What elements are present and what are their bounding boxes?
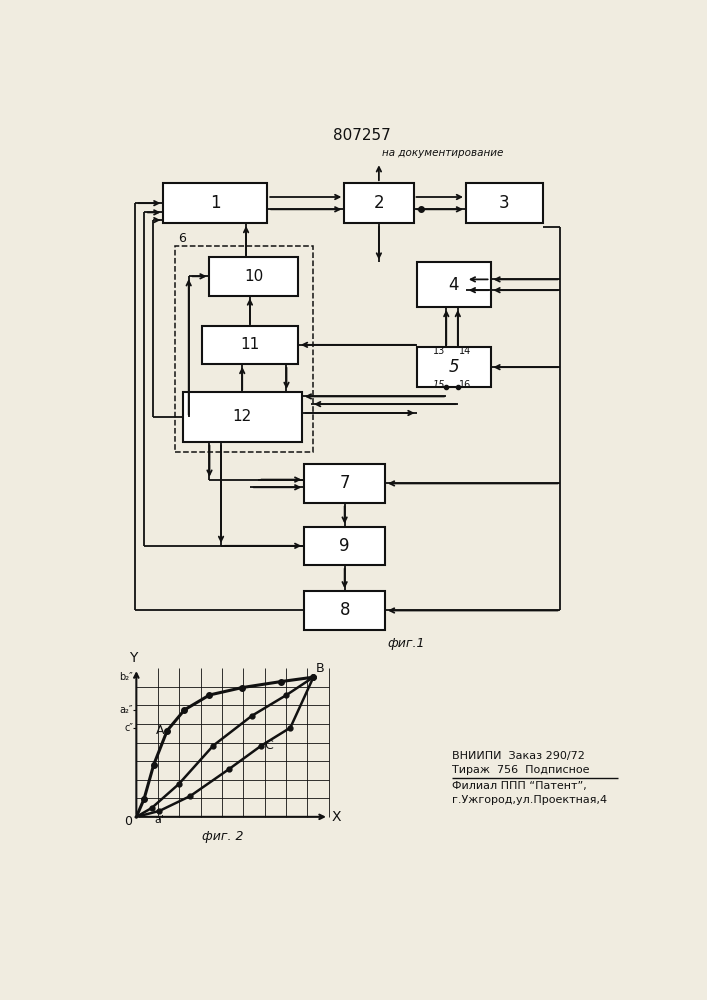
Text: ВНИИПИ  Заказ 290/72: ВНИИПИ Заказ 290/72 bbox=[452, 751, 585, 761]
Text: 7: 7 bbox=[339, 474, 350, 492]
Text: a': a' bbox=[154, 815, 165, 825]
Text: г.Ужгород,ул.Проектная,4: г.Ужгород,ул.Проектная,4 bbox=[452, 795, 607, 805]
Text: Филиал ППП “Патент”,: Филиал ППП “Патент”, bbox=[452, 781, 587, 791]
Text: 4: 4 bbox=[449, 276, 460, 294]
Text: 5: 5 bbox=[449, 358, 460, 376]
Text: 6: 6 bbox=[178, 232, 186, 245]
FancyBboxPatch shape bbox=[304, 527, 385, 565]
Text: 8: 8 bbox=[339, 601, 350, 619]
Text: 14: 14 bbox=[460, 346, 472, 356]
Text: 11: 11 bbox=[240, 337, 259, 352]
Text: фиг.1: фиг.1 bbox=[387, 637, 424, 650]
Text: X: X bbox=[332, 810, 341, 824]
FancyBboxPatch shape bbox=[466, 183, 543, 223]
FancyBboxPatch shape bbox=[304, 591, 385, 630]
Text: 3: 3 bbox=[499, 194, 510, 212]
Text: 1: 1 bbox=[210, 194, 221, 212]
Text: 9: 9 bbox=[339, 537, 350, 555]
Text: a₂″: a₂″ bbox=[119, 705, 133, 715]
Text: 12: 12 bbox=[233, 409, 252, 424]
FancyBboxPatch shape bbox=[304, 464, 385, 503]
Text: 10: 10 bbox=[244, 269, 264, 284]
Text: c″: c″ bbox=[124, 723, 133, 733]
Text: 13: 13 bbox=[433, 346, 445, 356]
Text: 0: 0 bbox=[124, 815, 132, 828]
FancyBboxPatch shape bbox=[209, 257, 298, 296]
Text: на документирование: на документирование bbox=[382, 148, 503, 158]
Text: 2: 2 bbox=[373, 194, 384, 212]
Text: Тираж  756  Подписное: Тираж 756 Подписное bbox=[452, 765, 590, 775]
FancyBboxPatch shape bbox=[344, 183, 414, 223]
Text: 15: 15 bbox=[432, 379, 445, 389]
Text: B: B bbox=[316, 662, 325, 675]
Text: Y: Y bbox=[129, 651, 137, 665]
FancyBboxPatch shape bbox=[163, 183, 267, 223]
Text: фиг. 2: фиг. 2 bbox=[202, 830, 244, 843]
Text: A: A bbox=[156, 724, 164, 737]
FancyBboxPatch shape bbox=[182, 392, 302, 442]
Text: C: C bbox=[264, 739, 272, 752]
Text: 807257: 807257 bbox=[333, 128, 391, 143]
FancyBboxPatch shape bbox=[201, 326, 298, 364]
FancyBboxPatch shape bbox=[417, 262, 491, 307]
Text: 16: 16 bbox=[460, 379, 472, 389]
Text: b₂″: b₂″ bbox=[119, 672, 133, 682]
FancyBboxPatch shape bbox=[417, 347, 491, 387]
